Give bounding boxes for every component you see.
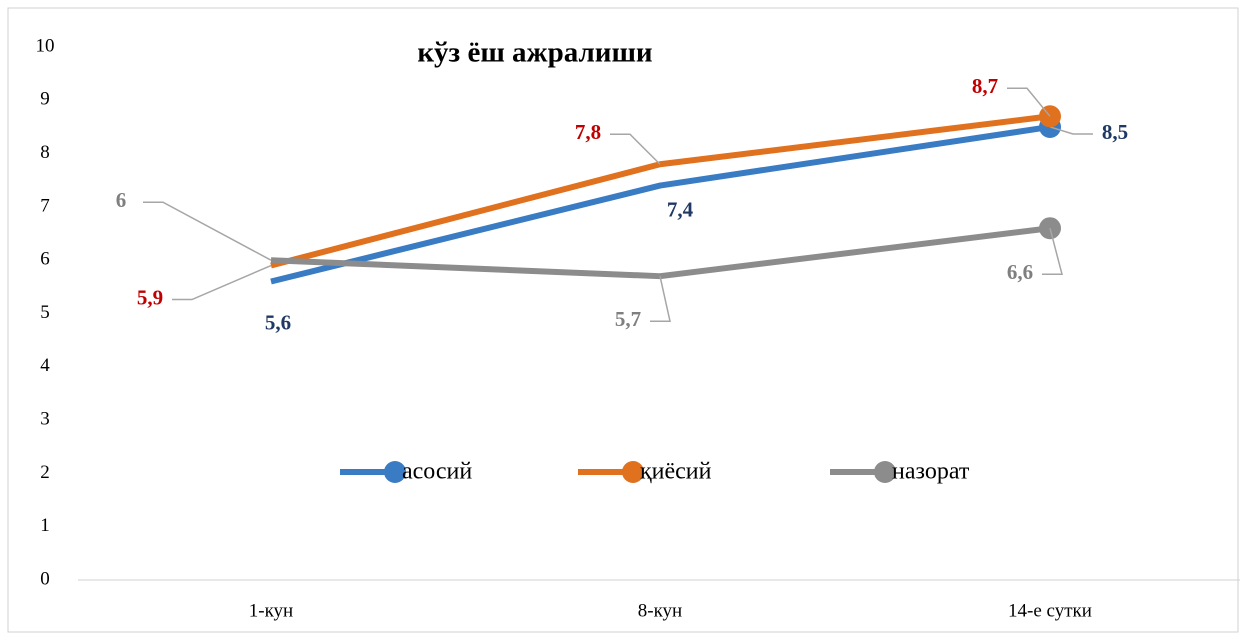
y-tick-label: 0	[40, 568, 50, 589]
y-tick-label: 5	[40, 302, 50, 323]
legend-marker	[384, 461, 406, 483]
y-tick-label: 3	[40, 408, 50, 429]
legend-label: қиёсий	[640, 459, 712, 485]
chart-title: кўз ёш ажралиши	[417, 37, 652, 69]
data-label: 8,7	[972, 74, 998, 98]
data-label: 7,4	[667, 197, 694, 221]
y-tick-label: 2	[40, 462, 50, 483]
y-tick-label: 4	[40, 355, 50, 376]
y-tick-label: 9	[40, 89, 50, 110]
x-tick-label: 8-кун	[638, 600, 682, 621]
y-tick-label: 6	[40, 249, 50, 270]
x-tick-label: 1-кун	[249, 600, 293, 621]
legend-marker	[874, 461, 896, 483]
legend-marker	[622, 461, 644, 483]
x-tick-label: 14-е сутки	[1008, 600, 1092, 621]
data-label: 5,9	[137, 285, 163, 309]
legend-label: назорат	[892, 459, 970, 485]
data-label: 8,5	[1102, 120, 1128, 144]
leader-line	[1007, 87, 1051, 117]
data-label: 6	[116, 188, 127, 212]
data-label: 6,6	[1007, 260, 1033, 284]
series-line	[270, 123, 1051, 285]
y-tick-label: 10	[36, 35, 55, 56]
chart-border	[7, 7, 1239, 633]
leader-line	[610, 133, 661, 165]
leader-line	[143, 201, 272, 261]
data-label: 5,7	[615, 307, 641, 331]
leader-line	[1042, 228, 1063, 275]
y-tick-label: 8	[40, 142, 50, 163]
y-tick-label: 7	[40, 195, 50, 216]
y-tick-label: 1	[40, 515, 50, 536]
leader-line	[650, 276, 671, 322]
data-label: 5,6	[265, 310, 291, 334]
leader-line	[1049, 126, 1093, 135]
legend-label: асосий	[402, 459, 472, 485]
leader-line	[172, 264, 272, 301]
data-label: 7,8	[575, 120, 601, 144]
